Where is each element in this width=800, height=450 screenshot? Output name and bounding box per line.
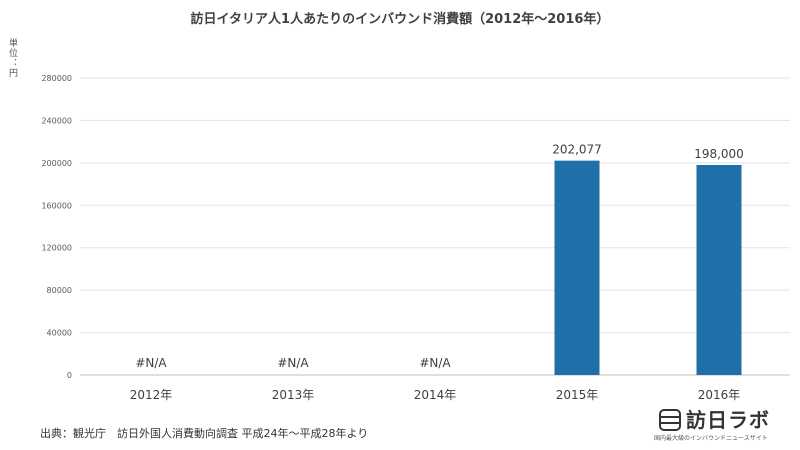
bar bbox=[554, 160, 600, 375]
x-tick-label: 2014年 bbox=[414, 388, 457, 402]
y-tick-label: 120000 bbox=[41, 244, 72, 253]
y-tick-label: 240000 bbox=[41, 116, 72, 125]
x-tick-label: 2013年 bbox=[272, 388, 315, 402]
y-tick-label: 280000 bbox=[41, 74, 72, 83]
data-label: #N/A bbox=[277, 356, 309, 370]
bar bbox=[696, 164, 742, 375]
y-tick-label: 40000 bbox=[47, 329, 72, 338]
x-tick-label: 2015年 bbox=[556, 388, 599, 402]
logo-icon bbox=[659, 409, 681, 431]
chart-title: 訪日イタリア人1人あたりのインバウンド消費額（2012年～2016年） bbox=[190, 12, 610, 27]
unit-label: 単位：円 bbox=[7, 38, 17, 78]
logo-tagline: 国内最大級のインバウンドニュースサイト bbox=[654, 435, 768, 442]
logo: 訪日ラボ 国内最大級のインバウンドニュースサイト bbox=[654, 406, 796, 446]
source-note: 出典：観光庁 訪日外国人消費動向調査 平成24年～平成28年より bbox=[40, 427, 369, 440]
data-label: 202,077 bbox=[552, 143, 602, 157]
data-label: #N/A bbox=[135, 356, 167, 370]
x-tick-label: 2016年 bbox=[698, 388, 741, 402]
data-label: #N/A bbox=[419, 356, 451, 370]
y-tick-label: 80000 bbox=[47, 286, 72, 295]
y-tick-label: 160000 bbox=[41, 201, 72, 210]
y-tick-label: 0 bbox=[67, 371, 72, 380]
data-label: 198,000 bbox=[694, 147, 744, 161]
x-tick-label: 2012年 bbox=[130, 388, 173, 402]
y-tick-label: 200000 bbox=[41, 159, 72, 168]
logo-text: 訪日ラボ bbox=[686, 408, 770, 432]
